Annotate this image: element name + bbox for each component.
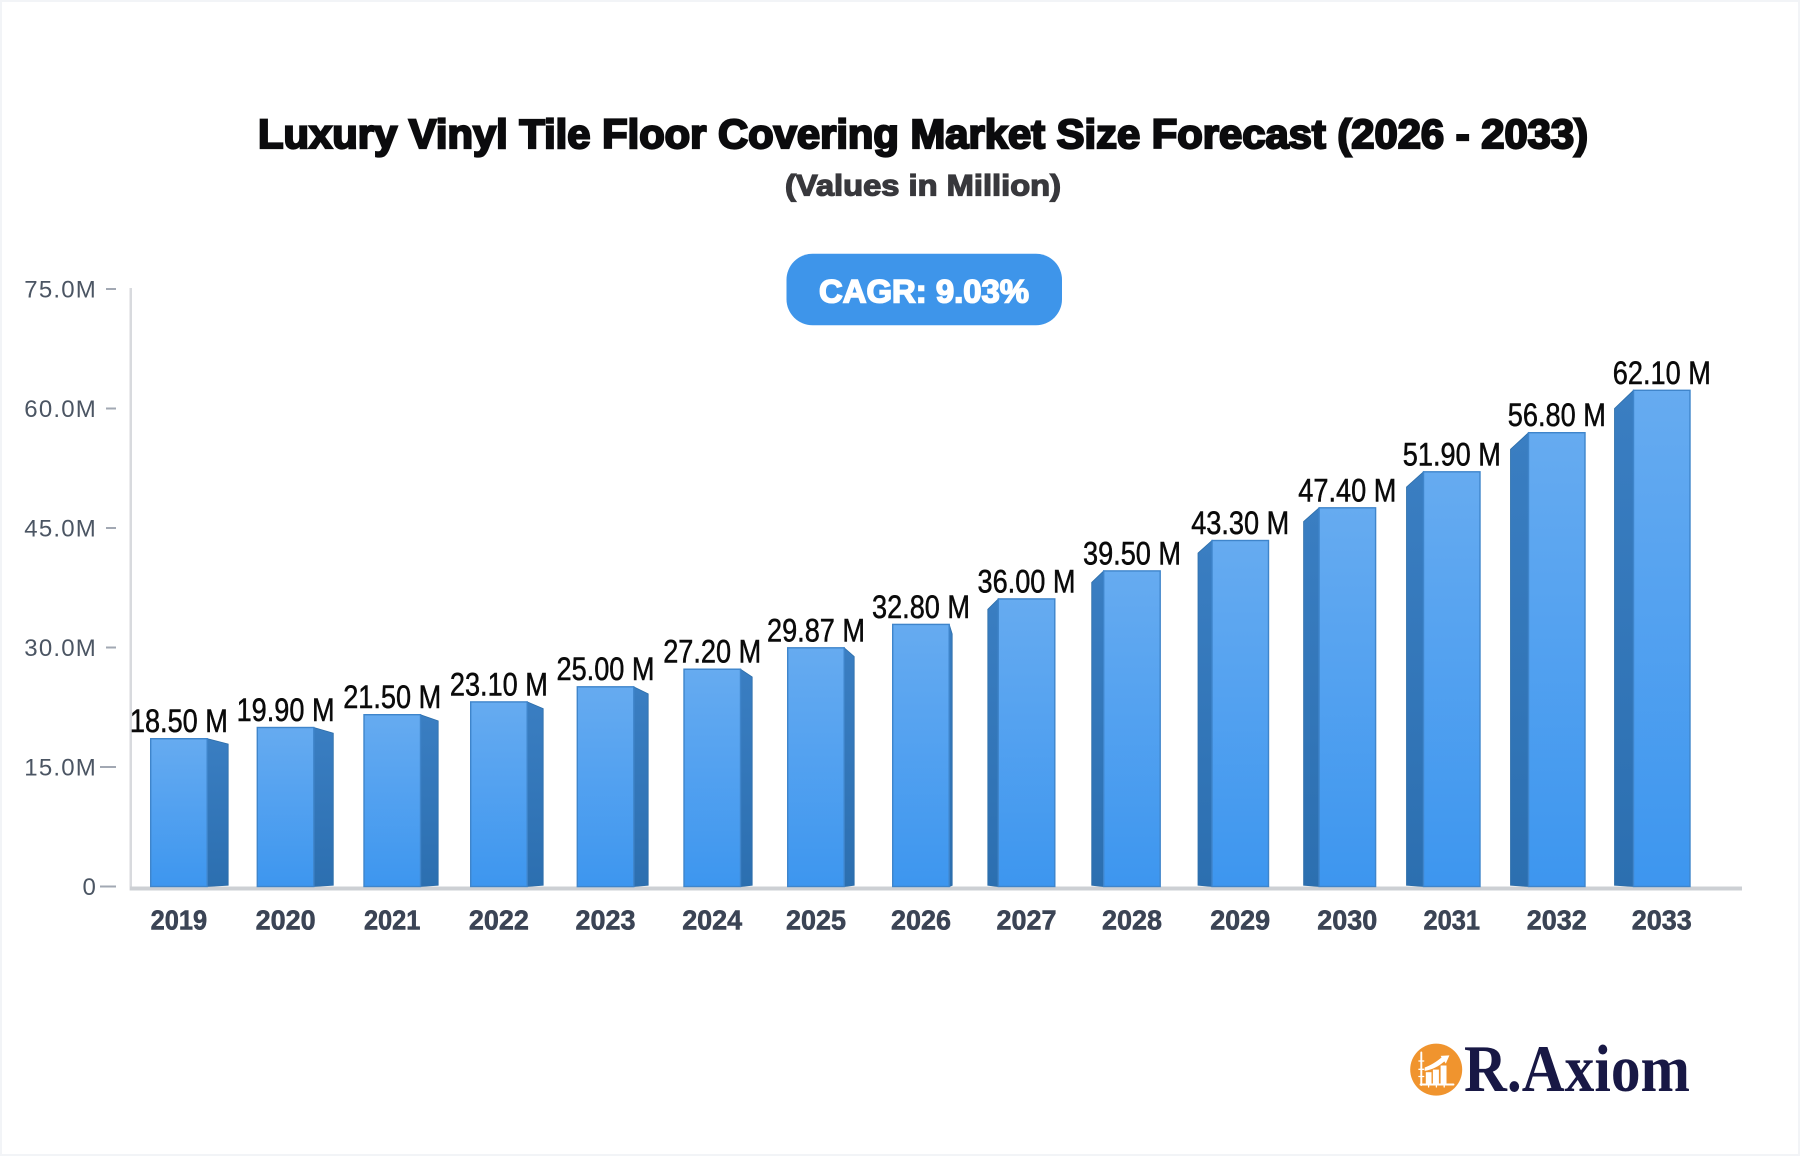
svg-text:2019: 2019 [151, 905, 208, 936]
svg-text:43.30 M: 43.30 M [1191, 505, 1289, 541]
svg-text:39.50 M: 39.50 M [1083, 535, 1181, 571]
svg-text:2030: 2030 [1317, 905, 1377, 936]
svg-text:15.0M: 15.0M [24, 755, 97, 782]
svg-text:2023: 2023 [576, 905, 636, 936]
svg-text:75.0M: 75.0M [24, 277, 97, 304]
svg-text:60.0M: 60.0M [24, 396, 97, 423]
svg-text:45.0M: 45.0M [24, 516, 97, 543]
svg-text:2031: 2031 [1424, 905, 1481, 936]
svg-text:0: 0 [82, 874, 97, 901]
svg-text:19.90 M: 19.90 M [237, 692, 335, 728]
svg-text:30.0M: 30.0M [24, 635, 97, 662]
svg-text:2025: 2025 [786, 905, 846, 936]
svg-text:2029: 2029 [1210, 905, 1270, 936]
svg-text:2020: 2020 [256, 905, 316, 936]
svg-text:R.Axiom: R.Axiom [1464, 1032, 1690, 1106]
svg-text:25.00 M: 25.00 M [557, 651, 655, 687]
svg-text:CAGR: 9.03%: CAGR: 9.03% [819, 274, 1029, 310]
svg-text:2024: 2024 [682, 905, 742, 936]
svg-text:51.90 M: 51.90 M [1403, 436, 1501, 472]
svg-text:2022: 2022 [469, 905, 529, 936]
svg-text:(Values in Million): (Values in Million) [785, 170, 1061, 203]
svg-text:2028: 2028 [1102, 905, 1162, 936]
svg-text:21.50 M: 21.50 M [343, 679, 441, 715]
svg-text:27.20 M: 27.20 M [663, 634, 761, 670]
svg-text:32.80 M: 32.80 M [872, 589, 970, 625]
svg-text:62.10 M: 62.10 M [1613, 355, 1711, 391]
svg-text:36.00 M: 36.00 M [978, 563, 1076, 599]
svg-text:18.50 M: 18.50 M [130, 703, 228, 739]
svg-text:2026: 2026 [891, 905, 951, 936]
svg-text:2027: 2027 [997, 905, 1057, 936]
svg-text:47.40 M: 47.40 M [1298, 472, 1396, 508]
svg-text:23.10 M: 23.10 M [450, 666, 548, 702]
svg-text:2033: 2033 [1632, 905, 1692, 936]
svg-text:56.80 M: 56.80 M [1508, 397, 1606, 433]
svg-text:Luxury Vinyl Tile Floor Coveri: Luxury Vinyl Tile Floor Covering Market … [258, 111, 1588, 157]
svg-text:2021: 2021 [364, 905, 421, 936]
svg-text:29.87 M: 29.87 M [767, 612, 865, 648]
svg-text:2032: 2032 [1527, 905, 1587, 936]
